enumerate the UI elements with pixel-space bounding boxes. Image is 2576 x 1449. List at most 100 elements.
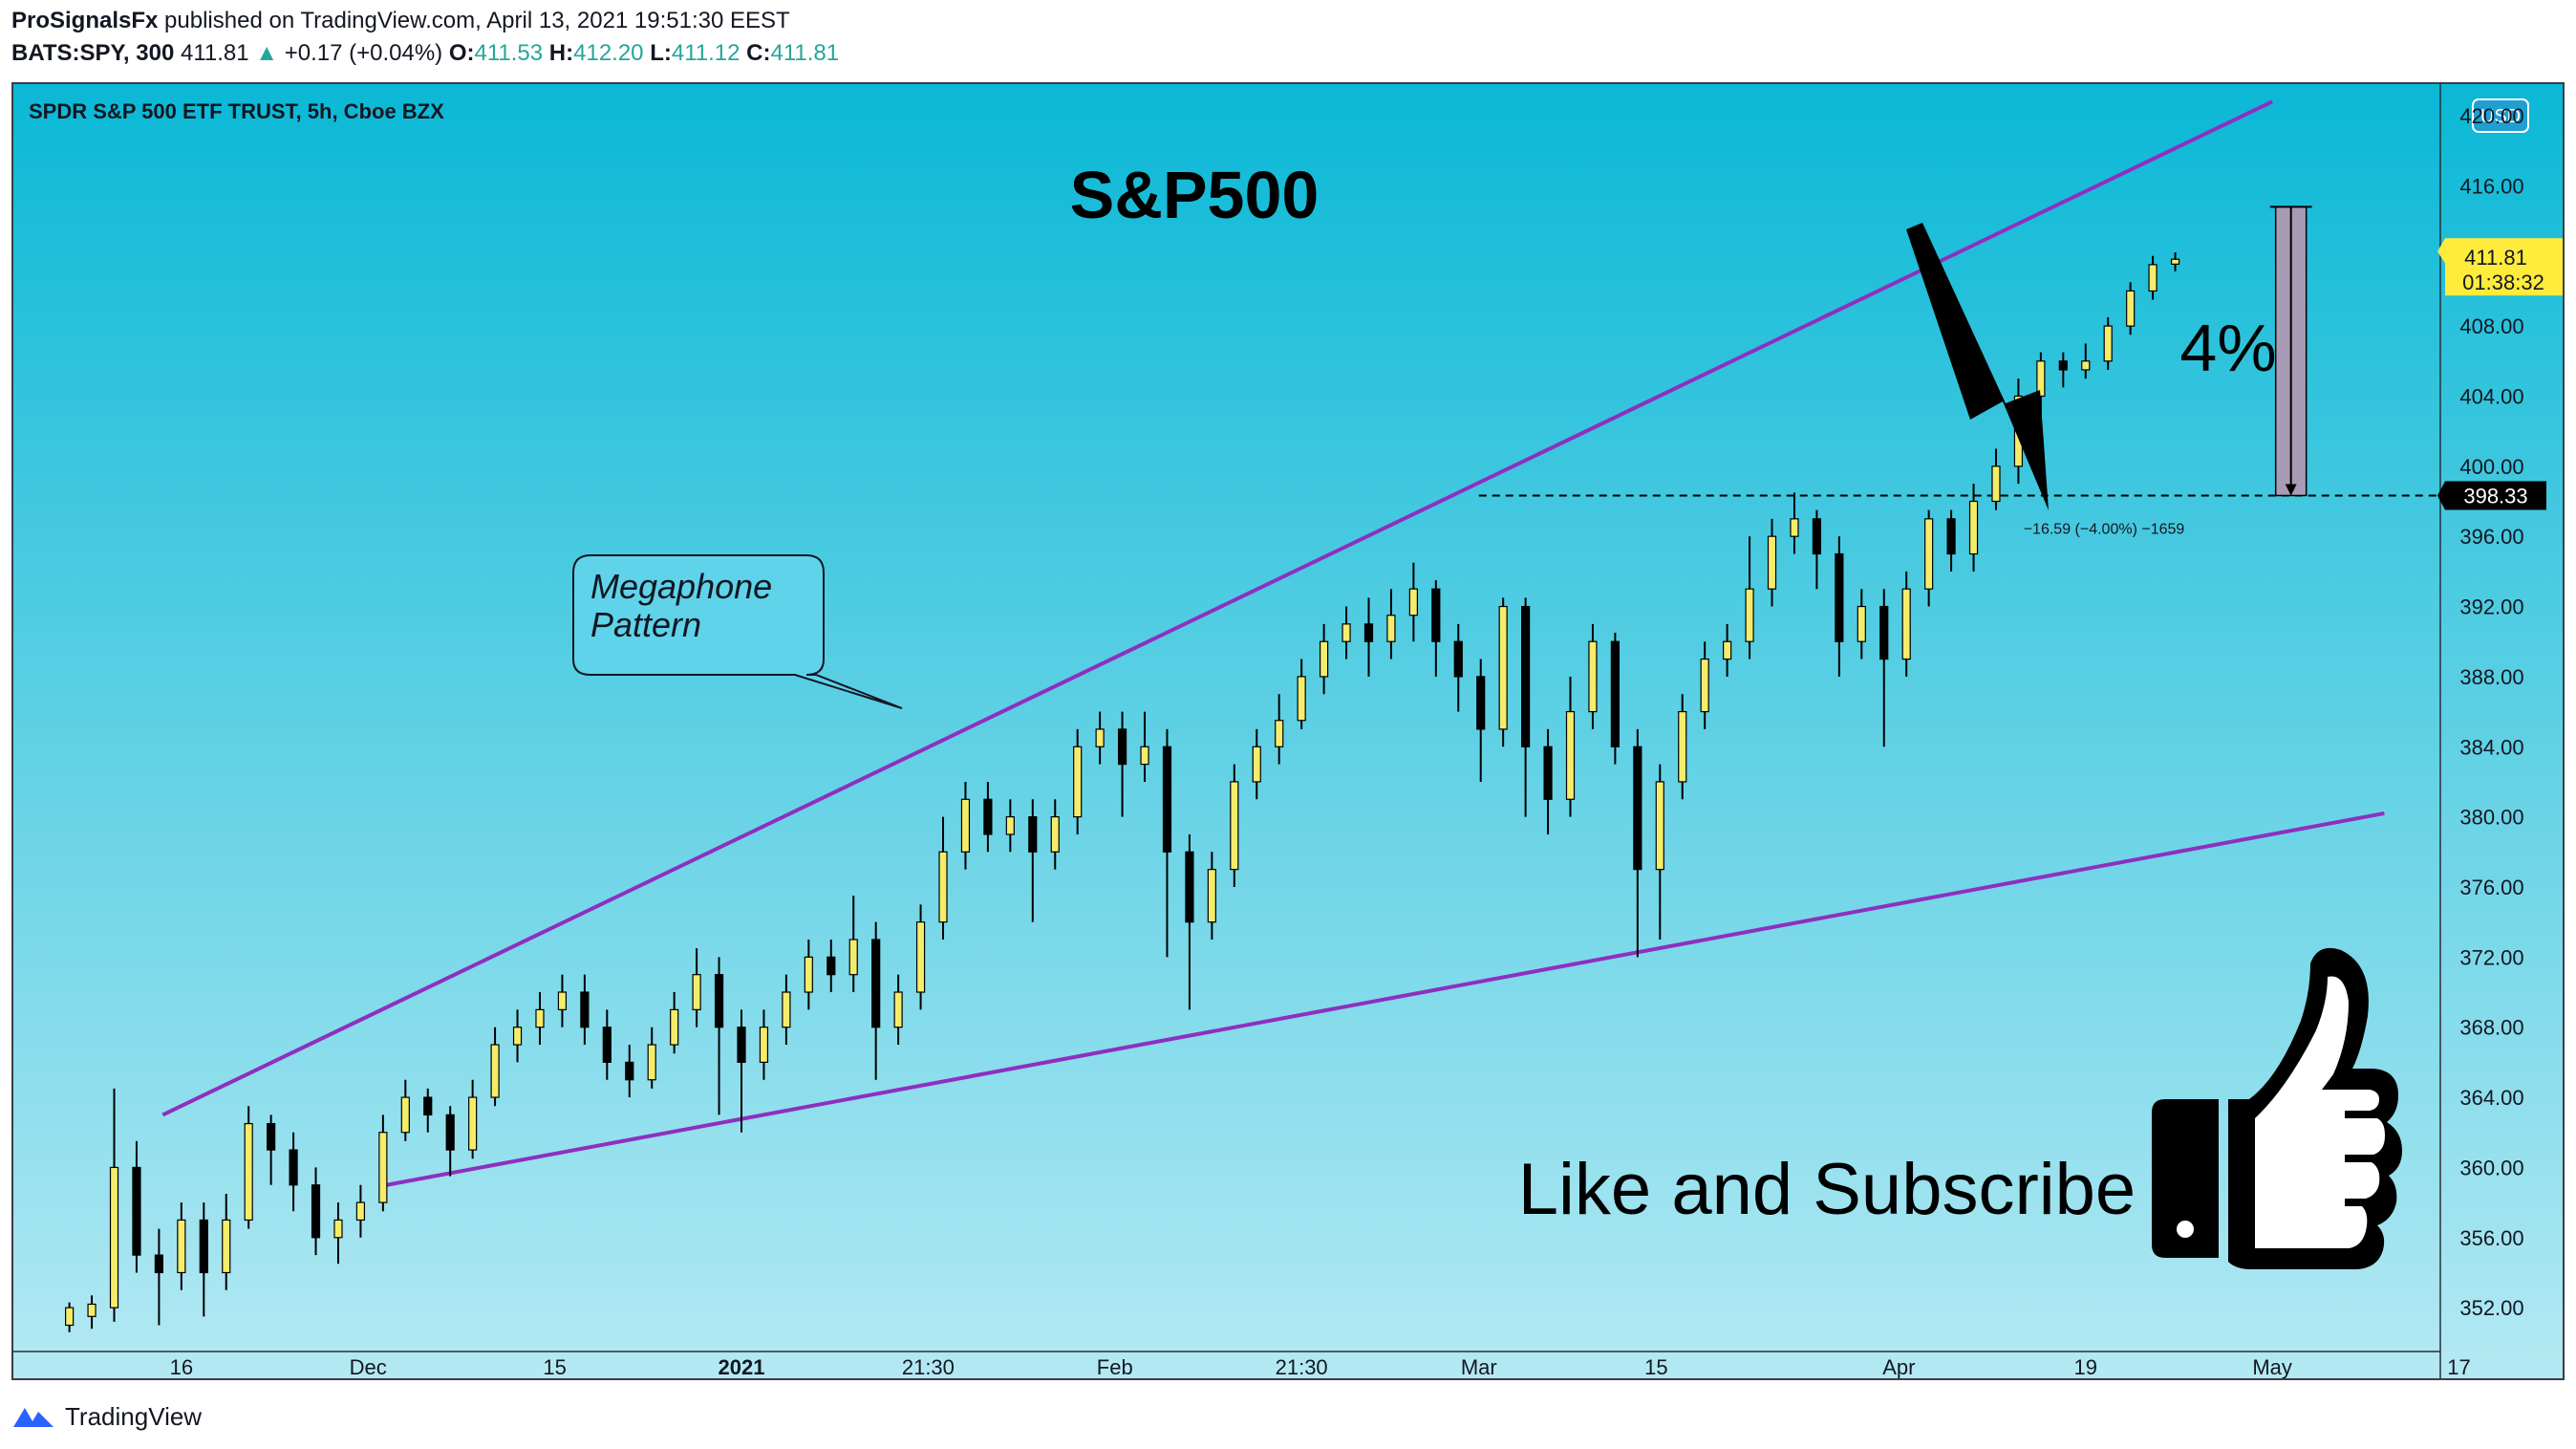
candle [154,1228,163,1326]
candle [1924,509,1934,607]
brand-name[interactable]: TradingView [65,1401,203,1431]
cta-text: Like and Subscribe [1518,1149,2136,1230]
x-tick-label: Dec [350,1355,387,1378]
callout-line-1: Megaphone [590,567,772,606]
candle [1185,833,1194,1010]
author-name[interactable]: ProSignalsFx [11,8,159,33]
candle-body [311,1184,321,1239]
megaphone-callout: Megaphone Pattern [572,554,903,709]
currency-label: USD [2480,106,2521,127]
candle [1835,536,1844,677]
last-price-tag [2445,238,2563,296]
last-price-tag-value: 411.81 [2464,246,2527,270]
candle-body [782,991,791,1028]
candle [782,974,791,1046]
candle-body [355,1201,366,1222]
price-chart[interactable]: SPDR S&P 500 ETF TRUST, 5h, Cboe BZX USD… [13,84,2563,1378]
candle-body [737,1027,746,1063]
level-price-tag [2445,481,2546,510]
candle [1543,728,1553,834]
candle [1879,589,1889,747]
candle-body [1162,746,1172,853]
close-value: 411.81 [770,40,840,66]
candle-body [1028,816,1038,853]
open-label: O: [448,40,475,66]
down-arrow-icon [1906,223,2049,510]
candle-body [1095,728,1105,747]
candle-body [490,1044,500,1098]
candle-body [893,991,903,1028]
candle [289,1132,298,1212]
y-tick-label: 380.00 [2459,806,2523,830]
candle-body [535,1008,545,1028]
currency-badge[interactable] [2472,98,2529,133]
candle [1252,728,1261,800]
candle [468,1079,478,1159]
candle [333,1202,343,1265]
candle-body [1857,605,1866,642]
candles-layer [65,252,2180,1332]
candle [692,948,701,1027]
candle [400,1079,410,1141]
candle [1678,694,1687,800]
level-price-tag-pointer [2437,481,2445,510]
candle [1610,633,1621,765]
candle-body [199,1219,208,1274]
candle-body [2036,360,2046,398]
candle [1005,799,1015,853]
candle-body [1924,518,1934,590]
high-label: H: [548,40,574,66]
trendline-lower[interactable] [386,811,2385,1187]
candle-body [1745,588,1754,642]
chart-frame[interactable]: SPDR S&P 500 ETF TRUST, 5h, Cboe BZX USD… [11,82,2565,1380]
tradingview-logo-icon[interactable] [11,1402,55,1431]
candle-body [132,1166,141,1256]
callout-bubble [572,554,903,709]
candle [1498,597,1508,747]
candle-body [625,1061,634,1081]
candle-body [154,1254,163,1274]
x-tick-label: 21:30 [1276,1355,1328,1378]
candle [670,992,679,1054]
low-value: 411.12 [671,40,741,66]
candle [1946,509,1956,572]
candle [1700,641,1709,729]
candle [580,974,590,1046]
footer-brand: TradingView [11,1397,202,1436]
candle-body [1476,676,1486,730]
candle-body [1879,605,1889,660]
instrument-legend[interactable]: SPDR S&P 500 ETF TRUST, 5h, Cboe BZX [29,99,444,123]
candle-body [1968,500,1979,555]
candle-body [267,1122,276,1151]
candle [1275,694,1284,765]
candle [1073,728,1083,834]
candle-body [1363,623,1374,642]
candle [1968,484,1979,572]
candle-body [848,939,858,976]
candle [1408,562,1418,642]
y-tick-label: 392.00 [2459,595,2523,619]
candle [355,1184,366,1238]
candle [512,1009,523,1063]
candle-body [1812,518,1822,555]
candle [602,1009,612,1080]
thumbs-up-icon [2152,947,2402,1269]
candle [938,816,948,941]
last-price-tag-pointer [2437,238,2445,264]
y-tick-label: 364.00 [2459,1086,2523,1110]
x-tick-label: 15 [543,1355,566,1378]
candle-body [670,1008,679,1046]
candle [759,1009,769,1080]
candle-body [1723,640,1732,660]
high-value: 412.20 [573,40,644,66]
candle [1028,799,1038,922]
candle-body [1610,640,1621,747]
candle [826,940,836,993]
x-tick-label: Feb [1097,1355,1133,1378]
x-tick-label: 2021 [719,1355,765,1378]
candle-body [1901,588,1911,660]
candle [1207,852,1216,941]
candle-body [1991,465,2001,503]
candle-body [1633,746,1642,871]
